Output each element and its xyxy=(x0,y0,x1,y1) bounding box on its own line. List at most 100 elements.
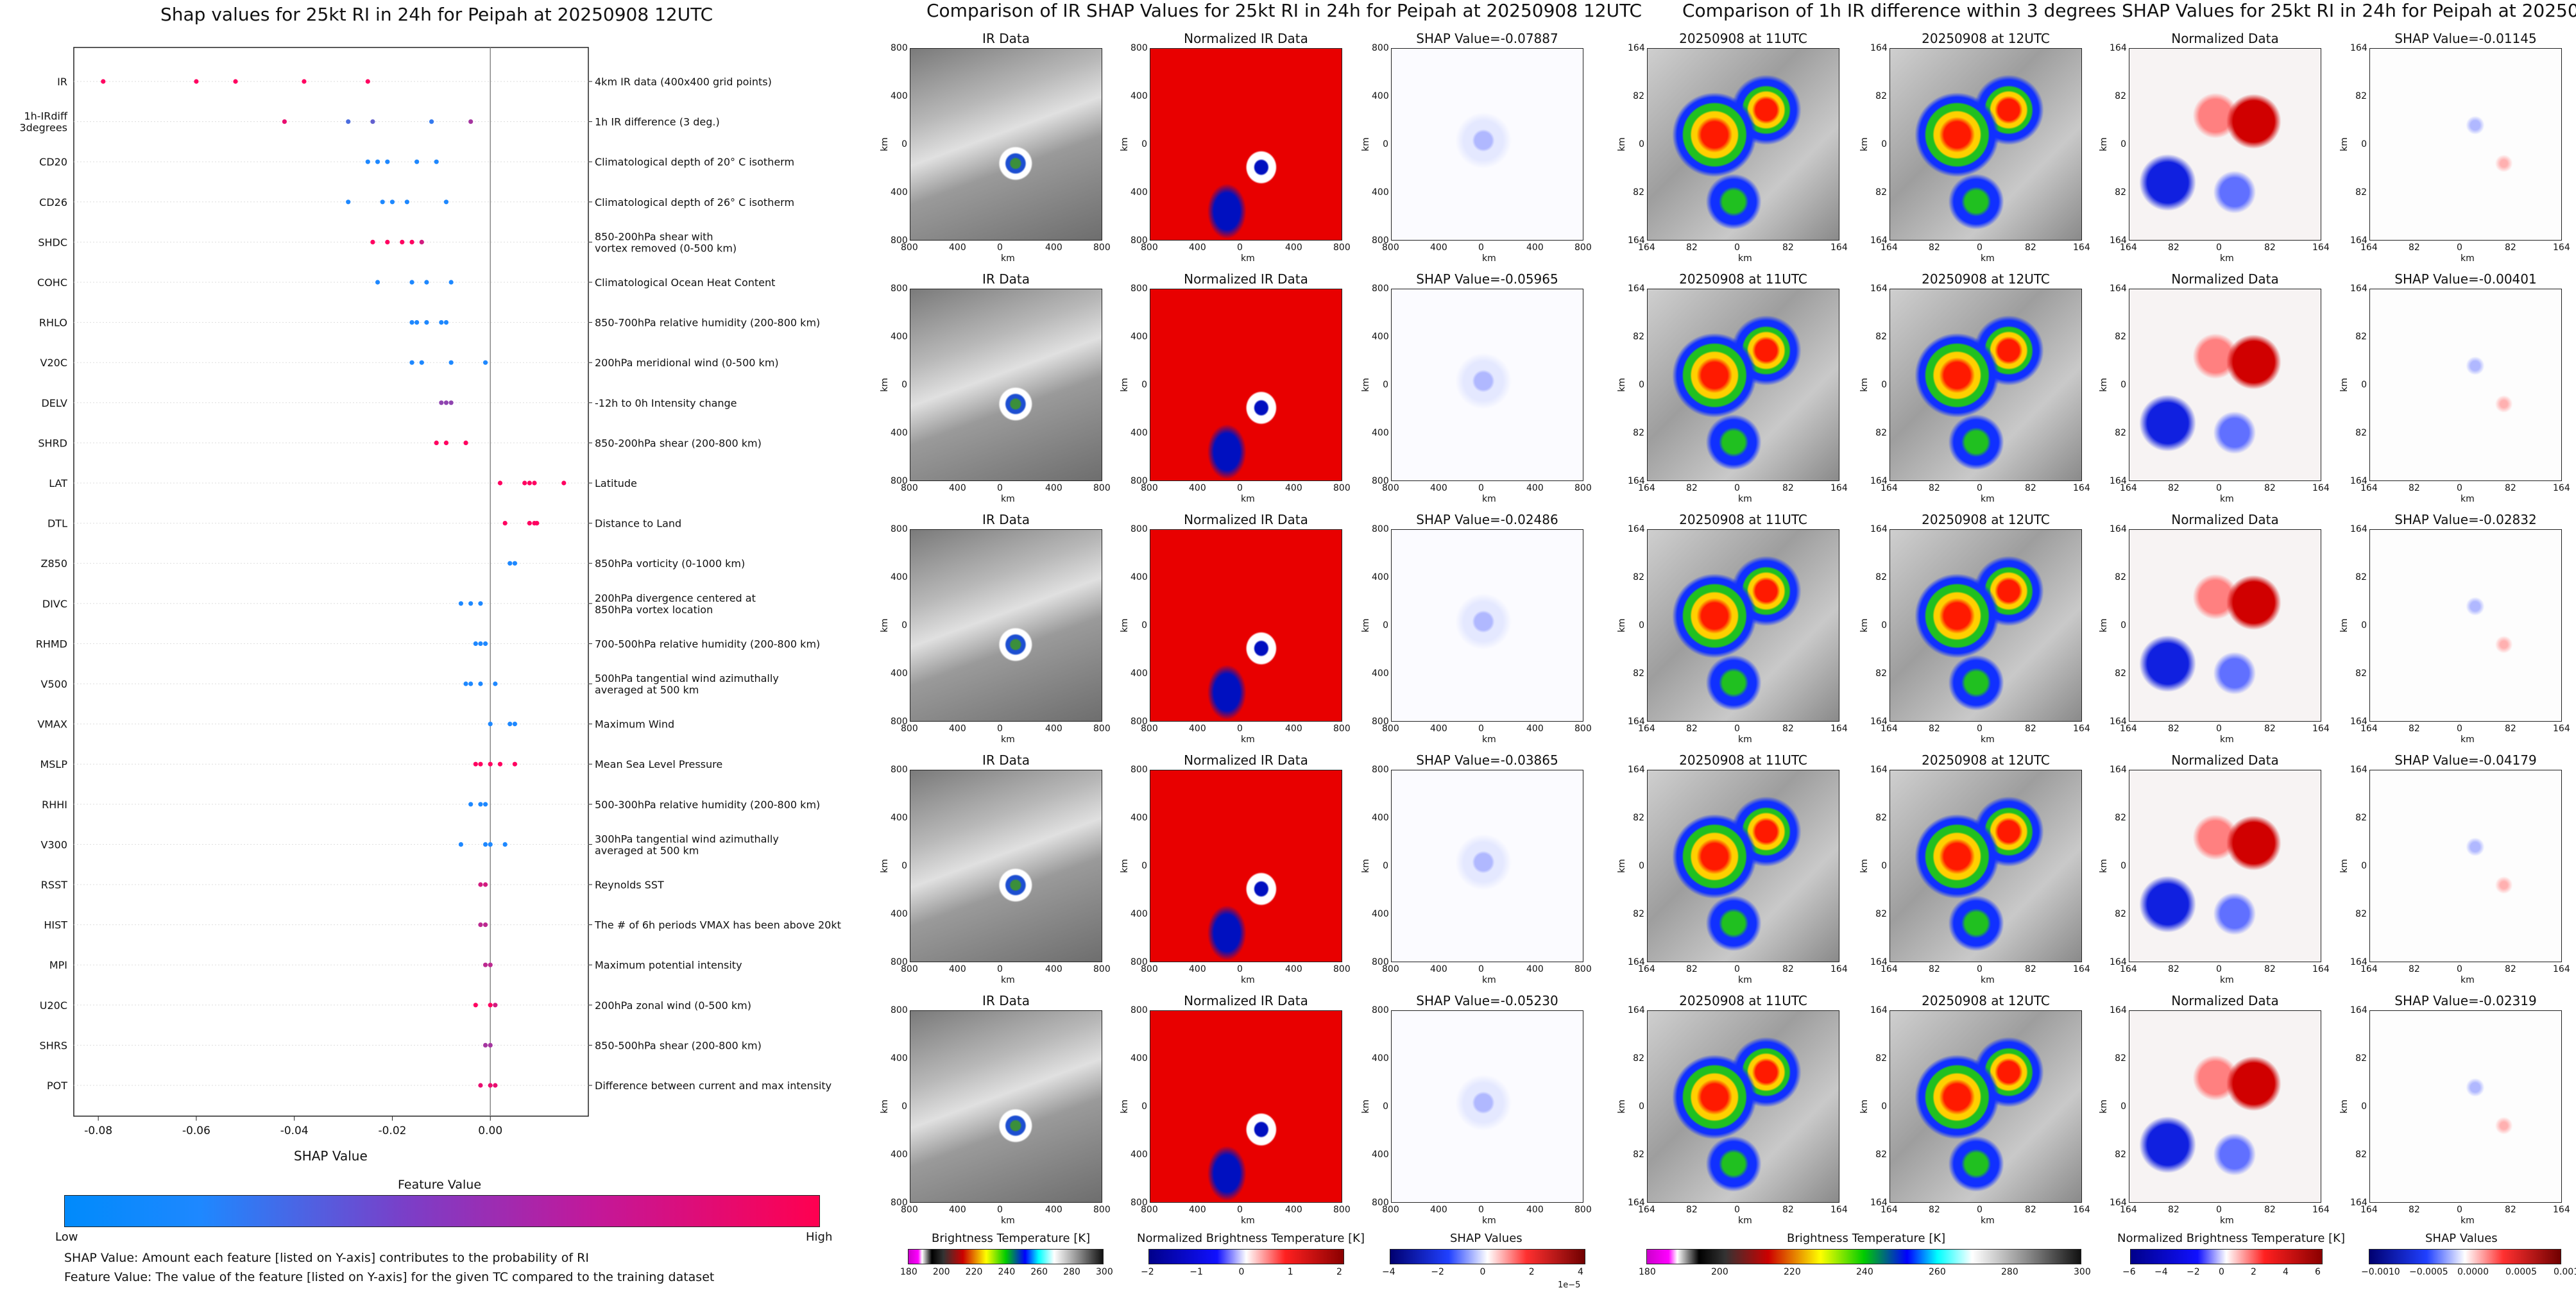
x-tick-label: 82 xyxy=(1686,724,1698,734)
x-tick-label: 800 xyxy=(1574,964,1592,974)
feature-description-label: Latitude xyxy=(595,477,637,489)
shap-point xyxy=(409,320,414,325)
y-tick-label: 400 xyxy=(1130,1150,1148,1160)
x-tick-label: 400 xyxy=(949,724,966,734)
colorbar-tick-label: −2 xyxy=(1141,1267,1154,1277)
feature-code-label: MSLP xyxy=(40,758,67,770)
x-axis-label: km xyxy=(1482,494,1496,504)
y-axis-label: km xyxy=(1616,618,1627,632)
x-axis-label: km xyxy=(1738,975,1752,985)
x-tick-label: 82 xyxy=(1686,964,1698,974)
y-tick-label: 82 xyxy=(1875,332,1887,342)
x-tick-label: 400 xyxy=(949,483,966,493)
shap-point xyxy=(443,320,449,325)
y-tick-label: 400 xyxy=(891,332,908,342)
y-tick-label: 82 xyxy=(1875,572,1887,582)
x-tick-label: 164 xyxy=(2312,1205,2330,1215)
shap-point xyxy=(488,1042,493,1048)
y-axis-label: km xyxy=(1119,618,1130,632)
y-tick-label: 82 xyxy=(1875,813,1887,823)
shap-point xyxy=(493,681,498,686)
y-tick-label: 400 xyxy=(1130,813,1148,823)
y-tick-label: 0 xyxy=(1141,139,1147,149)
x-tick-label: 164 xyxy=(1638,242,1655,253)
diff-normalized-panel xyxy=(2129,289,2321,481)
y-tick-label: 0 xyxy=(901,861,907,871)
x-tick-label: 0 xyxy=(2216,1205,2222,1215)
y-tick-label: 82 xyxy=(2355,909,2367,919)
shap-point xyxy=(282,119,287,124)
colorbar-tick-label: −4 xyxy=(1382,1267,1395,1277)
ir-12utc-panel xyxy=(1889,529,2082,722)
y-tick-label: 82 xyxy=(2115,668,2126,679)
x-axis-label: km xyxy=(2220,975,2234,985)
x-tick-label: 800 xyxy=(1382,964,1399,974)
shap-point xyxy=(473,641,478,647)
x-tick-label: 164 xyxy=(1881,483,1898,493)
x-tick-label: 400 xyxy=(1045,1205,1062,1215)
y-tick-label: 0 xyxy=(1383,139,1388,149)
x-tick-label: 0 xyxy=(2216,724,2222,734)
shap-point xyxy=(468,601,473,606)
x-axis-label: km xyxy=(1981,253,1995,264)
y-tick-label: 400 xyxy=(1372,187,1389,198)
colorbar-tick-label: 2 xyxy=(1528,1267,1535,1277)
y-tick-label: 164 xyxy=(2110,235,2127,246)
y-tick-label: 82 xyxy=(2115,909,2126,919)
shap-point xyxy=(346,199,351,205)
y-tick-label: 164 xyxy=(1870,476,1888,486)
shap-point xyxy=(488,761,493,767)
x-tick-label: 0 xyxy=(2457,1205,2462,1215)
shap-point xyxy=(532,480,537,486)
x-axis-label: km xyxy=(2461,1216,2475,1226)
y-axis-label: km xyxy=(2098,137,2109,151)
y-tick-label: 800 xyxy=(1130,235,1148,246)
y-axis-label: km xyxy=(1119,1099,1130,1114)
y-tick-label: 164 xyxy=(2110,957,2127,967)
y-axis-label: km xyxy=(1859,859,1870,873)
x-tick-label: 400 xyxy=(1285,483,1302,493)
x-tick-label: 82 xyxy=(1929,483,1940,493)
shap-point xyxy=(375,280,380,285)
x-tick-label: 400 xyxy=(1526,483,1544,493)
shap-point xyxy=(512,561,518,566)
x-tick-label: 800 xyxy=(1333,1205,1351,1215)
y-tick-label: 400 xyxy=(1372,668,1389,679)
shap-point xyxy=(448,360,454,365)
x-tick-label: 0 xyxy=(1977,724,1983,734)
ir-shap-panel xyxy=(1391,289,1583,481)
ir-cbar-normalized xyxy=(1148,1249,1344,1264)
y-axis-label: km xyxy=(1616,378,1627,392)
colorbar-tick-label: 2 xyxy=(1336,1267,1342,1277)
feature-description-label: Climatological depth of 20° C isotherm xyxy=(595,156,794,168)
normalized-ir-panel xyxy=(1150,770,1342,962)
x-tick-label: 0 xyxy=(997,964,1003,974)
shap-point xyxy=(468,802,473,807)
y-tick-label: 800 xyxy=(1130,284,1148,294)
colorbar-tick-label: 260 xyxy=(1929,1267,1946,1277)
y-tick-label: 800 xyxy=(891,717,908,727)
shap-point xyxy=(463,681,468,686)
y-axis-label: km xyxy=(2339,859,2350,873)
diff-shap-panel xyxy=(2369,529,2562,722)
x-tick-label: 164 xyxy=(1638,964,1655,974)
x-tick-label: 164 xyxy=(2553,724,2570,734)
x-axis-label: km xyxy=(1738,253,1752,264)
colorbar-tick-label: 300 xyxy=(2074,1267,2091,1277)
shap-point xyxy=(194,79,199,84)
x-axis-label: km xyxy=(1482,975,1496,985)
x-tick-label: 800 xyxy=(1141,964,1158,974)
ir-12utc-panel xyxy=(1889,770,2082,962)
x-tick-label: 800 xyxy=(1333,483,1351,493)
y-tick-label: 82 xyxy=(2115,428,2126,438)
colorbar-tick-label: −1 xyxy=(1190,1267,1203,1277)
feature-code-label: CD20 xyxy=(39,156,67,168)
y-tick-label: 164 xyxy=(2110,717,2127,727)
x-tick-label: 164 xyxy=(2120,724,2137,734)
feature-colorbar xyxy=(64,1195,820,1227)
feature-code-label: SHDC xyxy=(38,236,67,248)
y-tick-label: 0 xyxy=(1383,620,1388,631)
y-tick-label: 400 xyxy=(891,1150,908,1160)
colorbar-tick-label: 220 xyxy=(1784,1267,1801,1277)
shap-point xyxy=(534,521,540,526)
